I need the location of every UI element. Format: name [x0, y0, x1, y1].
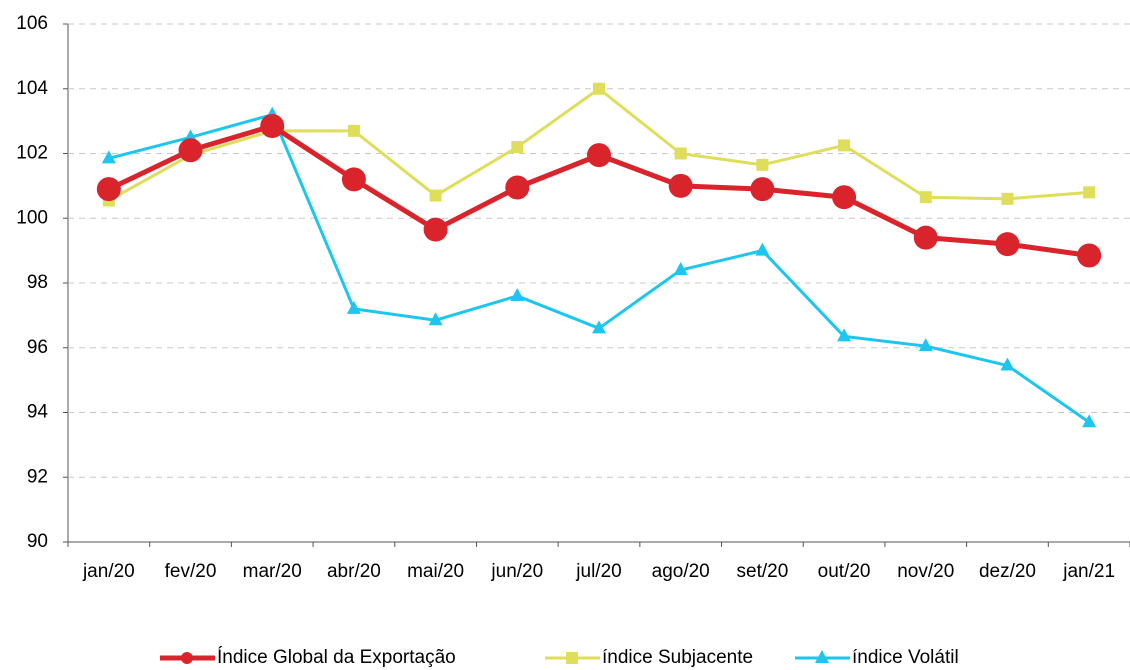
y-tick-label: 92 [27, 466, 48, 487]
marker [505, 175, 530, 200]
marker [919, 191, 932, 204]
x-tick-label: mai/20 [407, 561, 464, 582]
x-tick-label: out/20 [818, 561, 871, 582]
marker [674, 147, 687, 160]
marker [178, 138, 203, 163]
marker [837, 328, 852, 342]
marker [750, 177, 775, 202]
marker [1001, 192, 1014, 205]
marker [593, 82, 605, 95]
marker [1000, 357, 1015, 371]
marker [755, 242, 770, 256]
x-tick-label: fev/20 [165, 561, 217, 582]
marker [673, 262, 688, 276]
legend-label: índice Volátil [852, 647, 959, 668]
marker [511, 141, 524, 154]
marker [918, 338, 933, 352]
y-tick-label: 98 [27, 272, 48, 293]
y-tick-label: 94 [27, 402, 49, 423]
y-tick-label: 100 [16, 207, 48, 228]
legend-label: índice Subjacente [602, 647, 753, 668]
marker [510, 287, 525, 301]
marker [838, 139, 851, 152]
marker [815, 650, 829, 663]
x-tick-label: jun/20 [490, 561, 543, 582]
marker [1077, 243, 1102, 268]
marker [341, 167, 366, 192]
marker [347, 124, 360, 137]
marker [1083, 186, 1096, 199]
marker [668, 173, 693, 198]
x-tick-label: jan/20 [82, 561, 135, 582]
marker [181, 652, 193, 664]
y-tick-label: 102 [16, 143, 48, 164]
y-tick-label: 90 [27, 531, 48, 552]
x-tick-label: nov/20 [897, 561, 954, 582]
x-tick-label: set/20 [737, 561, 789, 582]
marker [995, 232, 1020, 257]
marker [423, 217, 448, 242]
y-tick-label: 104 [16, 78, 48, 99]
y-tick-label: 96 [27, 337, 48, 358]
marker [429, 189, 442, 202]
marker [1082, 414, 1097, 428]
x-tick-label: mar/20 [243, 561, 302, 582]
x-tick-label: jan/21 [1062, 561, 1115, 582]
x-tick-label: abr/20 [327, 561, 381, 582]
marker [346, 300, 361, 314]
marker [592, 320, 606, 334]
marker [96, 177, 121, 202]
marker [832, 185, 857, 210]
marker [587, 143, 611, 168]
y-tick-label: 106 [16, 13, 48, 34]
marker [756, 158, 769, 171]
marker [260, 113, 285, 138]
marker [428, 312, 443, 326]
marker [566, 652, 578, 664]
marker [913, 225, 938, 250]
x-tick-label: jul/20 [575, 561, 621, 582]
legend-label: Índice Global da Exportação [217, 647, 456, 668]
x-tick-label: dez/20 [979, 561, 1036, 582]
marker [101, 150, 116, 164]
x-tick-label: ago/20 [652, 561, 710, 582]
